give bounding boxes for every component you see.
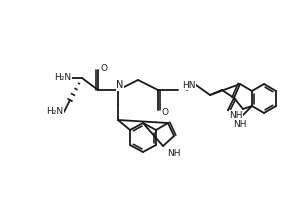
Text: N: N: [116, 80, 124, 90]
Text: H₂N: H₂N: [54, 72, 71, 82]
Text: O: O: [100, 64, 108, 72]
Text: NH: NH: [167, 148, 180, 157]
Text: O: O: [161, 108, 168, 116]
Text: H₂N: H₂N: [46, 107, 64, 115]
Text: NH: NH: [229, 110, 243, 120]
Text: HN: HN: [182, 81, 195, 89]
Text: NH: NH: [233, 120, 247, 129]
